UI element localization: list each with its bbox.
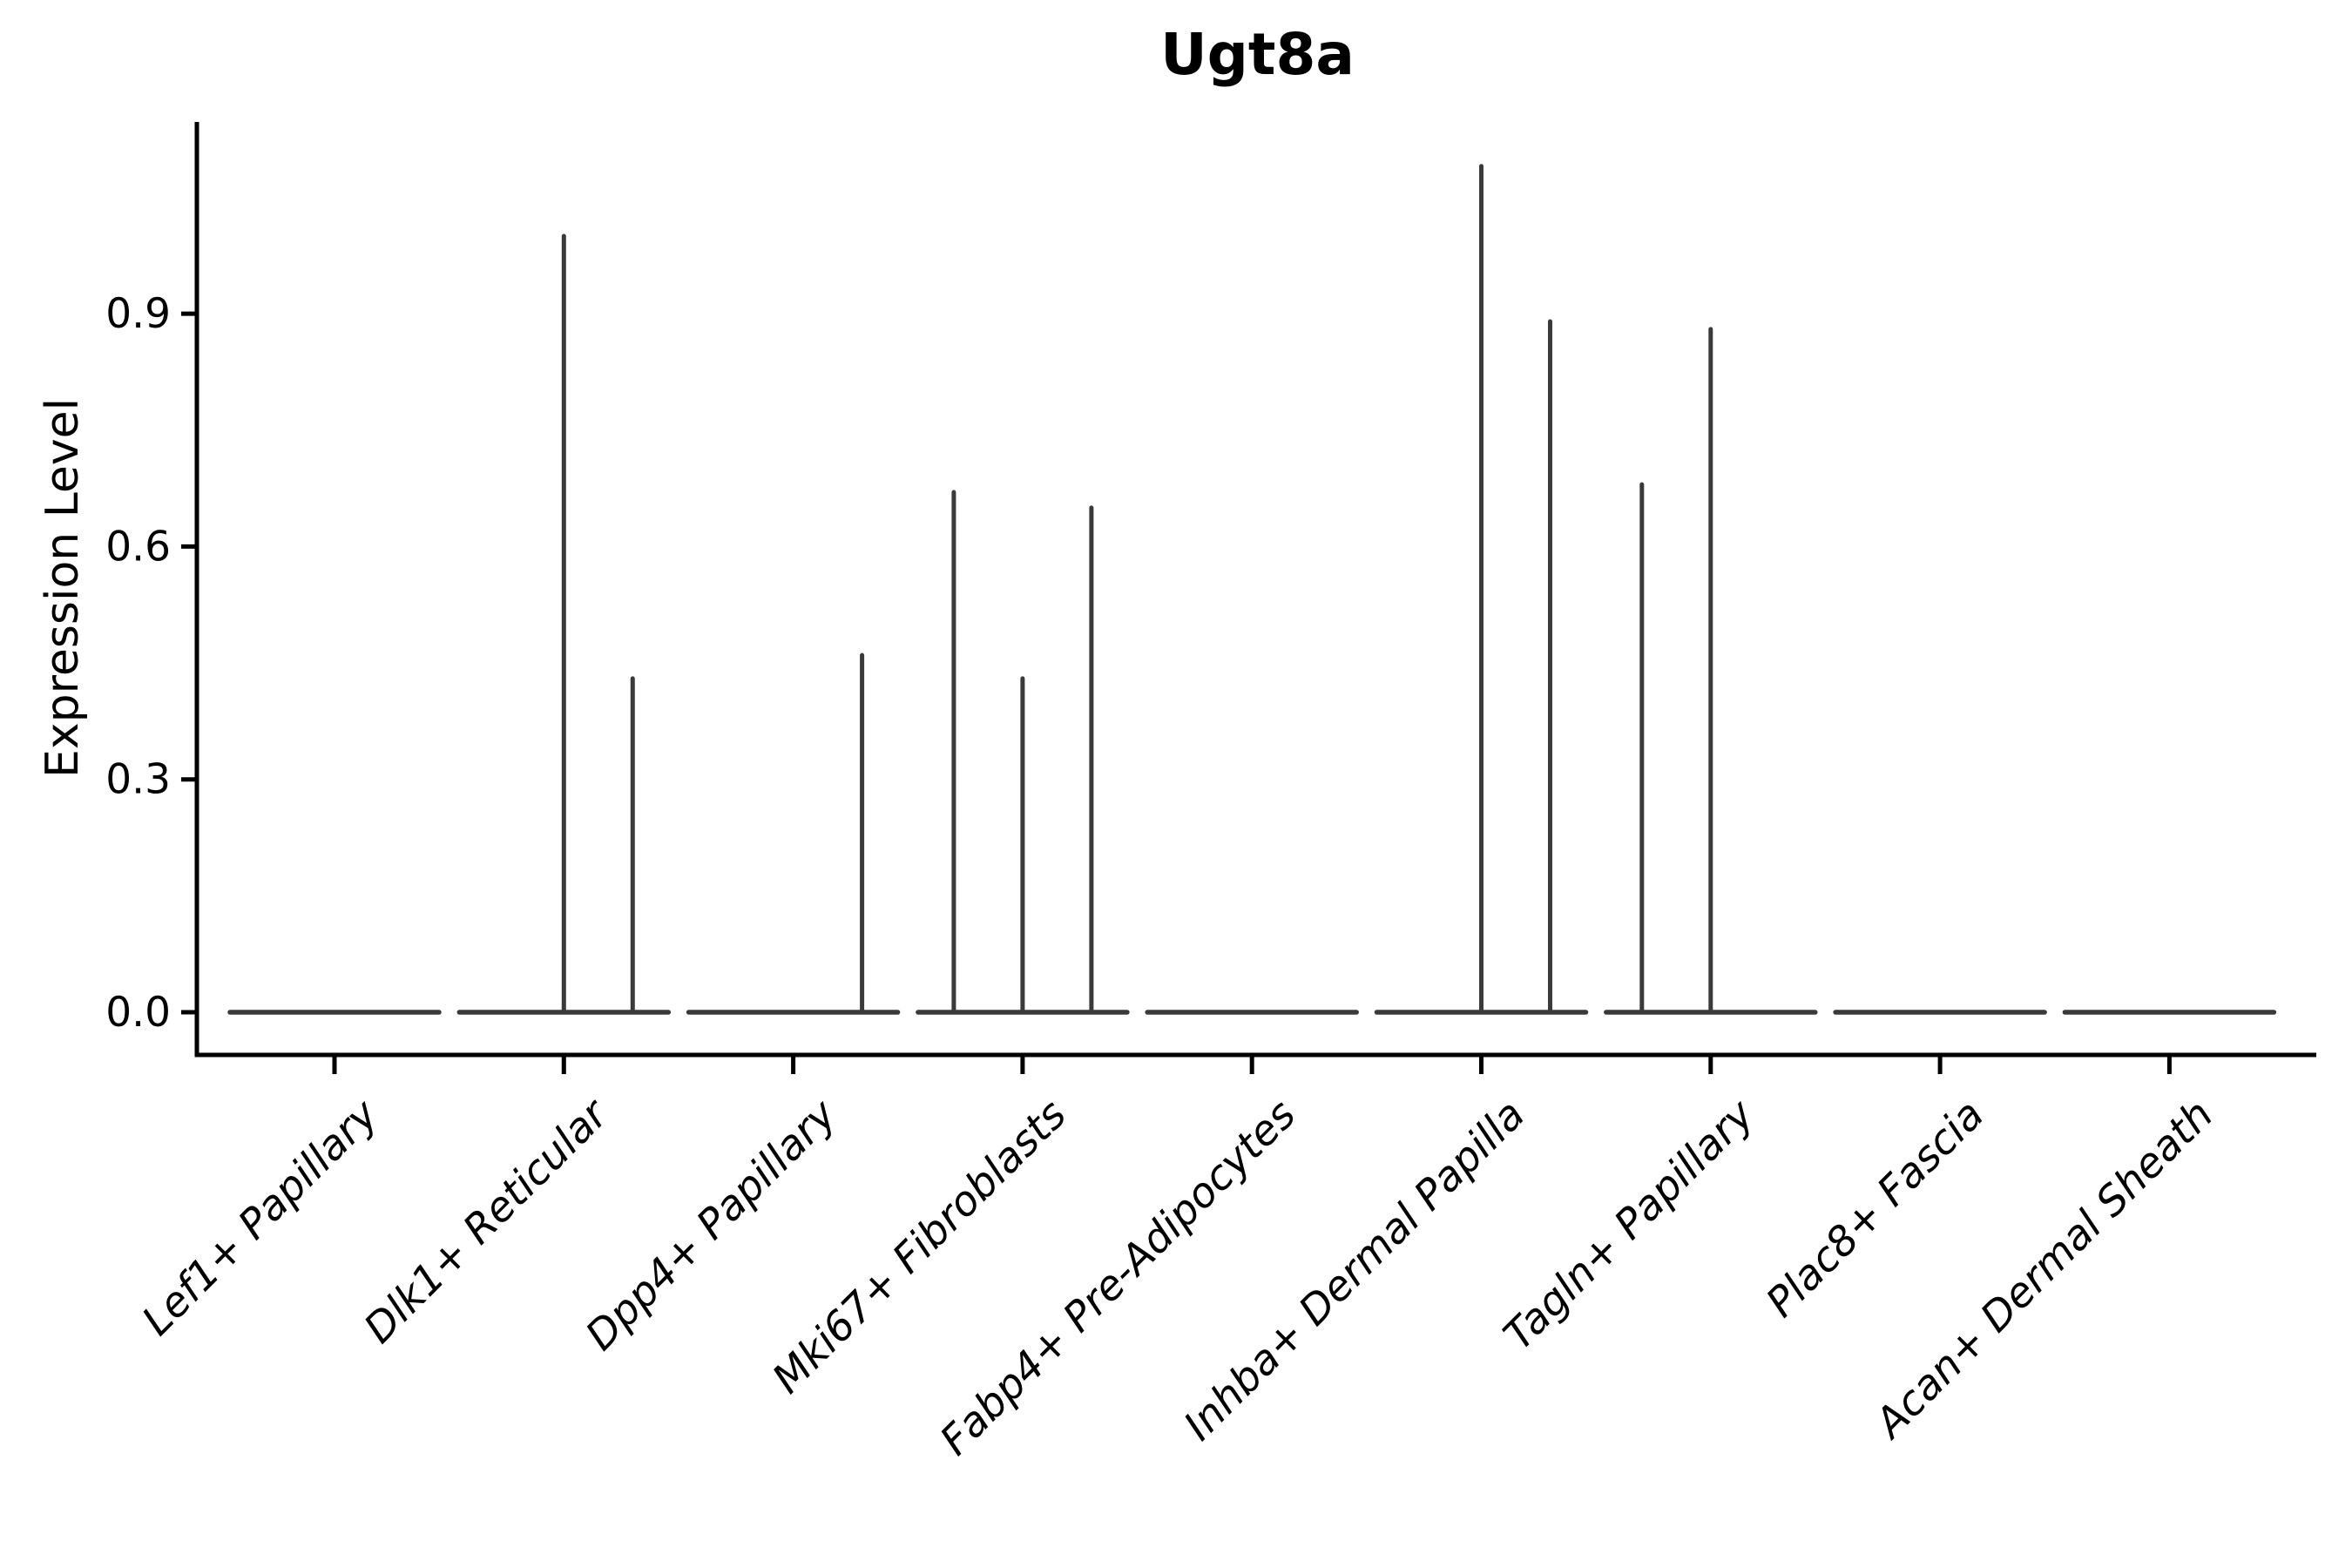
y-tick-label: 0.0 [105,989,171,1037]
y-tick-label: 0.9 [105,290,171,338]
y-tick-label: 0.6 [105,523,171,571]
y-tick-label: 0.3 [105,756,171,804]
plot-title: Ugt8a [1160,21,1355,88]
